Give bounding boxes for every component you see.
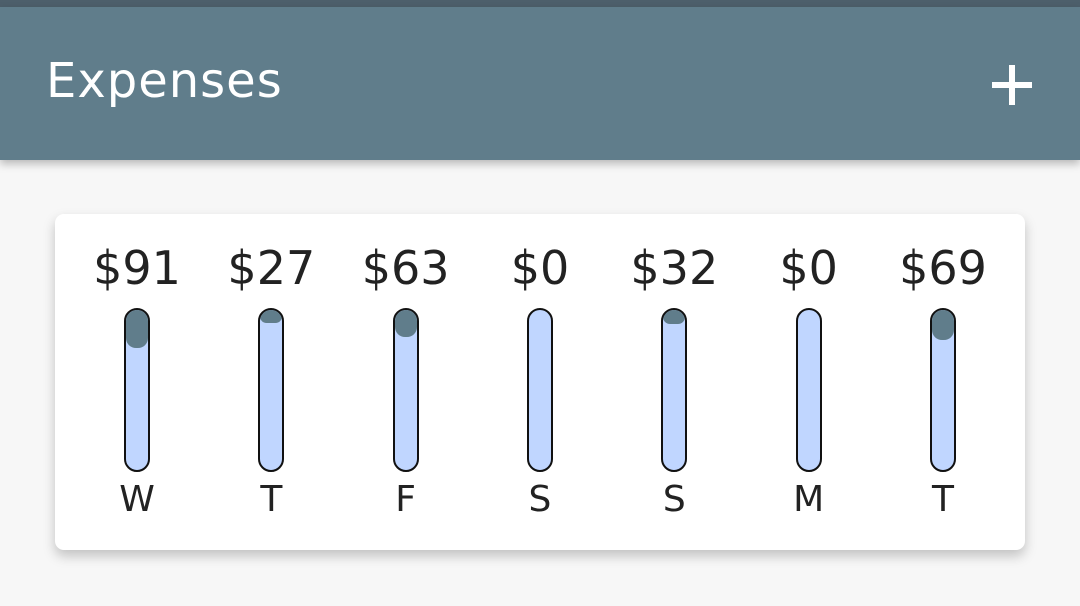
bar-amount-label: $91	[93, 241, 181, 295]
bar-track	[392, 308, 419, 472]
bar-fill	[126, 310, 148, 348]
chart-bar-group: $91 W	[72, 214, 202, 550]
bar-track	[661, 308, 688, 472]
chart-bar-group: $0 S	[475, 214, 605, 550]
bar-amount-label: $32	[630, 241, 719, 295]
chart-bar-group: $32 S	[609, 214, 739, 550]
day-label: M	[793, 479, 825, 520]
bar-track	[258, 308, 285, 472]
bar-amount-label: $0	[779, 241, 838, 295]
bar-track	[929, 308, 956, 472]
bar-fill	[394, 310, 417, 337]
app-bar: Expenses	[0, 7, 1080, 160]
day-label: F	[395, 479, 417, 520]
bar-amount-label: $0	[510, 241, 570, 295]
bar-fill	[663, 310, 686, 324]
status-strip	[0, 0, 1080, 7]
weekly-expenses-chart-card: $91 W $27 T $63 F $0 S $32 S $0 M $69 T	[55, 214, 1025, 550]
bar-amount-label: $63	[361, 241, 450, 295]
day-label: S	[528, 479, 552, 520]
bar-fill	[260, 310, 283, 323]
chart-bar-group: $27 T	[206, 214, 336, 550]
weekly-bar-chart: $91 W $27 T $63 F $0 S $32 S $0 M $69 T	[72, 214, 1008, 550]
bar-amount-label: $27	[227, 241, 316, 295]
day-label: T	[931, 479, 954, 520]
day-label: W	[119, 479, 155, 520]
day-label: T	[260, 479, 283, 520]
chart-bar-group: $69 T	[878, 214, 1008, 550]
chart-bar-group: $0 M	[744, 214, 874, 550]
day-label: S	[662, 479, 686, 520]
bar-fill	[931, 310, 954, 340]
bar-amount-label: $69	[899, 241, 987, 295]
plus-icon	[992, 65, 1032, 105]
bar-track	[526, 308, 553, 472]
chart-bar-group: $63 F	[341, 214, 471, 550]
app-title: Expenses	[46, 53, 283, 109]
add-expense-button[interactable]	[984, 57, 1040, 113]
bar-track	[795, 308, 822, 472]
bar-track	[124, 308, 150, 472]
